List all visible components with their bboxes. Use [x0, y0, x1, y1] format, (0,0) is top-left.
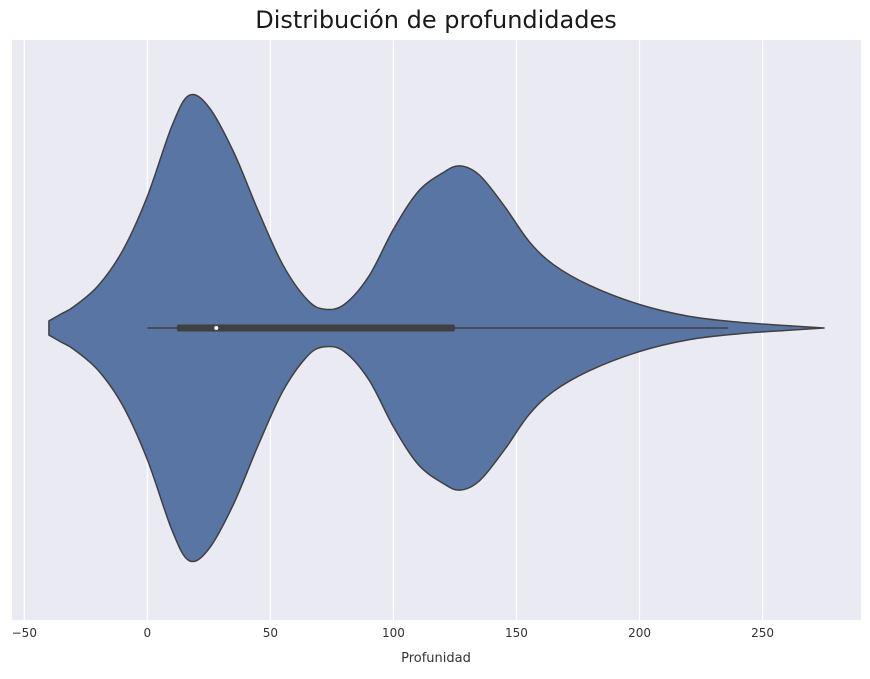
median-marker: [214, 326, 219, 330]
x-tick-label: 0: [144, 626, 152, 640]
chart-title: Distribución de profundidades: [255, 6, 617, 34]
x-tick-label: 150: [505, 626, 528, 640]
x-axis-label: Profunidad: [401, 651, 471, 666]
x-tick-label: 250: [751, 626, 774, 640]
x-tick-label: 50: [263, 626, 278, 640]
iqr-box: [176, 324, 455, 332]
x-tick-label: 200: [628, 626, 651, 640]
x-tick-label: 100: [382, 626, 405, 640]
x-tick-label: −50: [12, 626, 37, 640]
violin-layer: [48, 93, 825, 563]
x-tick-labels: −50 0 50 100 150 200 250: [12, 626, 774, 640]
